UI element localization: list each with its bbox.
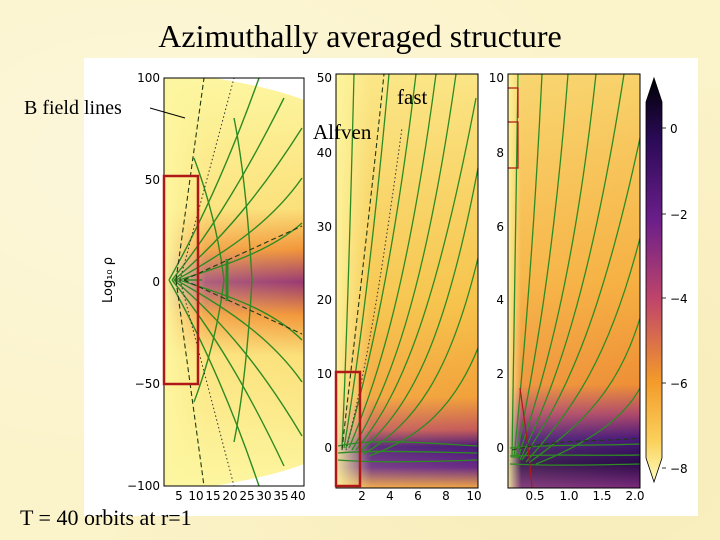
panel1-y-tick: 0 xyxy=(152,275,160,289)
panel2-x-tick: 2 xyxy=(358,489,366,503)
panel1-x-tick: 15 xyxy=(205,489,220,503)
panel1-x-tick: 20 xyxy=(222,489,237,503)
colorbar-tick: −8 xyxy=(670,462,688,476)
colorbar-tick: 0 xyxy=(670,122,678,136)
panel-inner-region: 10 8 6 4 2 0 0.5 1.0 1.5 2.0 xyxy=(489,71,645,503)
panel2-y-tick: 10 xyxy=(317,367,332,381)
panel3-x-tick: 2.0 xyxy=(625,489,644,503)
panel2-y-tick: 50 xyxy=(317,71,332,85)
panel3-y-tick: 8 xyxy=(496,146,504,160)
highlight-box-panel1 xyxy=(162,174,200,386)
simulation-figure: Log₁₀ ρ 100 50 0 −50 −100 5 10 15 20 25 … xyxy=(84,58,698,516)
panel2-x-tick: 10 xyxy=(466,489,481,503)
panel3-y-tick: 2 xyxy=(496,367,504,381)
panel1-x-tick: 10 xyxy=(188,489,203,503)
panel3-y-tick: 6 xyxy=(496,220,504,234)
colorbar: 0 −2 −4 −6 −8 xyxy=(645,76,688,484)
panel3-x-tick: 0.5 xyxy=(525,489,544,503)
panel3-y-tick: 10 xyxy=(489,71,504,85)
fast-label: fast xyxy=(397,85,428,109)
panel2-y-tick: 40 xyxy=(317,146,332,160)
time-caption: T = 40 orbits at r=1 xyxy=(20,505,192,530)
panel1-y-tick: 100 xyxy=(137,71,160,85)
panel1-y-tick: −50 xyxy=(135,377,160,391)
panel3-x-tick: 1.0 xyxy=(559,489,578,503)
panel1-x-tick: 5 xyxy=(175,489,183,503)
colorbar-tick: −2 xyxy=(670,208,688,222)
panel3-y-tick: 4 xyxy=(496,293,504,307)
panel2-y-tick: 30 xyxy=(317,220,332,234)
panel1-y-axis-label: Log₁₀ ρ xyxy=(101,257,116,303)
panel-density-field: Log₁₀ ρ 100 50 0 −50 −100 5 10 15 20 25 … xyxy=(101,71,306,503)
panel3-x-tick: 1.5 xyxy=(592,489,611,503)
panel1-x-tick: 30 xyxy=(256,489,271,503)
slide-title: Azimuthally averaged structure xyxy=(158,18,562,54)
panel3-y-tick: 0 xyxy=(496,441,504,455)
panel2-x-tick: 6 xyxy=(414,489,422,503)
panel2-x-tick: 4 xyxy=(386,489,394,503)
alfven-label: Alfven xyxy=(313,120,372,144)
b-field-lines-label: B field lines xyxy=(24,97,122,119)
panel1-x-tick: 25 xyxy=(239,489,254,503)
panel-zoom-near-disk: 50 40 30 20 10 0 2 4 6 8 10 xyxy=(317,71,482,503)
panel2-x-tick: 8 xyxy=(442,489,450,503)
panel1-y-tick: 50 xyxy=(145,173,160,187)
colorbar-tick: −6 xyxy=(670,377,688,391)
highlight-box-panel2 xyxy=(334,370,362,488)
colorbar-tick: −4 xyxy=(670,292,688,306)
panel2-y-tick: 0 xyxy=(324,441,332,455)
panel1-x-tick: 40 xyxy=(290,489,305,503)
panel1-y-tick: −100 xyxy=(127,479,160,493)
panel1-x-tick: 35 xyxy=(273,489,288,503)
panel2-y-tick: 20 xyxy=(317,293,332,307)
